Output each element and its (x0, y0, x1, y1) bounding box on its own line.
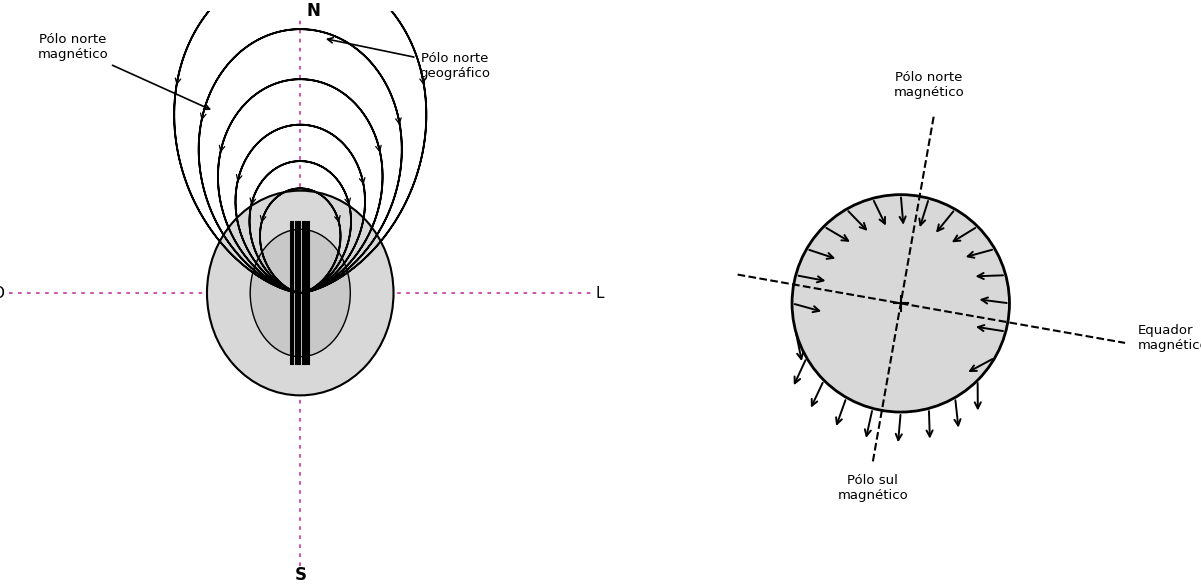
Text: L: L (596, 285, 604, 301)
Text: Pólo norte
geográfico: Pólo norte geográfico (328, 38, 490, 80)
Ellipse shape (207, 190, 394, 396)
Text: Equador
magnético: Equador magnético (1137, 323, 1201, 352)
Text: O: O (0, 285, 5, 301)
Ellipse shape (250, 229, 351, 357)
Text: Pólo norte
magnético: Pólo norte magnético (894, 71, 964, 99)
Text: Pólo sul
magnético: Pólo sul magnético (837, 474, 908, 502)
Text: Pólo norte
magnético: Pólo norte magnético (37, 33, 210, 110)
Text: S: S (294, 566, 306, 584)
Circle shape (791, 195, 1010, 412)
Text: N: N (307, 2, 321, 20)
